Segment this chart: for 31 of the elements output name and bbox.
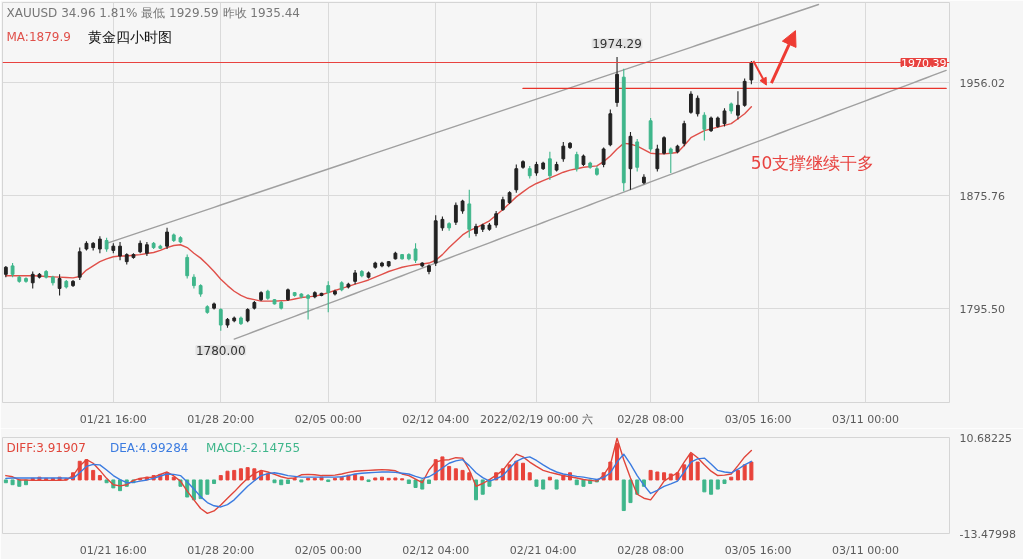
series-label: DIFF:3.91907 <box>6 440 86 455</box>
x-tick-label: 01/21 16:00 <box>79 543 147 557</box>
series-label: MACD:-2.14755 <box>206 440 301 455</box>
x-tick-label: 01/21 16:00 <box>79 412 147 426</box>
x-tick-label: 02/05 00:00 <box>294 543 362 557</box>
x-tick-label: 03/05 16:00 <box>724 543 792 557</box>
x-tick-label: 02/28 08:00 <box>617 543 685 557</box>
x-tick-label: 01/28 20:00 <box>187 412 255 426</box>
x-tick-label: 03/11 00:00 <box>832 412 899 426</box>
y-tick-label: -13.47998 <box>959 527 1016 541</box>
x-tick-label: 03/11 00:00 <box>832 543 899 557</box>
x-tick-label: 02/05 00:00 <box>294 412 362 426</box>
chart-subtitle: XAUUSD 34.96 1.81% 最低 1929.59 昨收 1935.44 <box>6 5 300 20</box>
ref-line-label: 1970.39 <box>901 56 947 70</box>
text: MA:1879.9 <box>6 29 71 44</box>
x-tick-label: 03/05 16:00 <box>724 412 792 426</box>
y-tick-label: 1875.76 <box>959 189 1005 203</box>
annotation: 1974.29 <box>592 36 642 51</box>
x-tick-label: 2022/02/19 00:00 六 <box>479 412 593 426</box>
y-tick-label: 1956.02 <box>959 76 1005 90</box>
x-tick-label: 01/28 20:00 <box>187 543 255 557</box>
x-tick-label: 02/12 04:00 <box>402 543 470 557</box>
x-tick-label: 02/28 08:00 <box>617 412 685 426</box>
x-tick-label: 02/21 04:00 <box>509 543 577 557</box>
text: 黄金四小时图 <box>87 28 172 45</box>
annotation: 50支撑继续干多 <box>750 152 875 173</box>
y-tick-label: 10.68225 <box>959 431 1012 445</box>
annotation: 1780.00 <box>195 343 246 358</box>
x-tick-label: 02/12 04:00 <box>402 412 470 426</box>
y-tick-label: 1795.50 <box>959 302 1005 316</box>
series-label: DEA:4.99284 <box>110 440 189 455</box>
